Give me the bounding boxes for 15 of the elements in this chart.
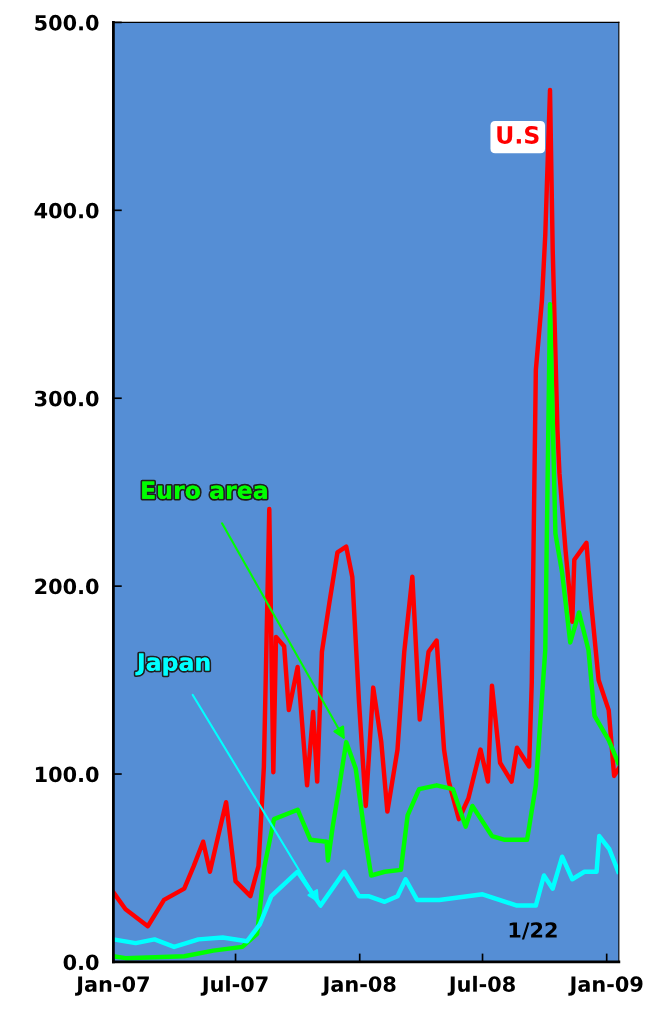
y-tick-label: 0.0 [63,954,99,971]
text: Japan [135,653,210,676]
y-tick-label: 300.0 [35,390,99,407]
y-tick-label: 200.0 [35,578,99,595]
y-tick-label: 100.0 [35,766,99,783]
x-tick-label: Jul-08 [447,975,515,996]
y-tick-label: 400.0 [34,202,99,219]
x-tick-label: Jan-09 [568,976,643,996]
y-tick-label: 500.0 [35,14,99,31]
annotation: 1/22 [509,922,557,940]
x-tick-label: Jan-07 [75,976,149,996]
text: Euro area [142,481,267,500]
x-tick-label: Jan-08 [321,976,396,996]
x-tick-label: Jul-07 [200,975,268,996]
series-label: U.S [497,126,539,144]
